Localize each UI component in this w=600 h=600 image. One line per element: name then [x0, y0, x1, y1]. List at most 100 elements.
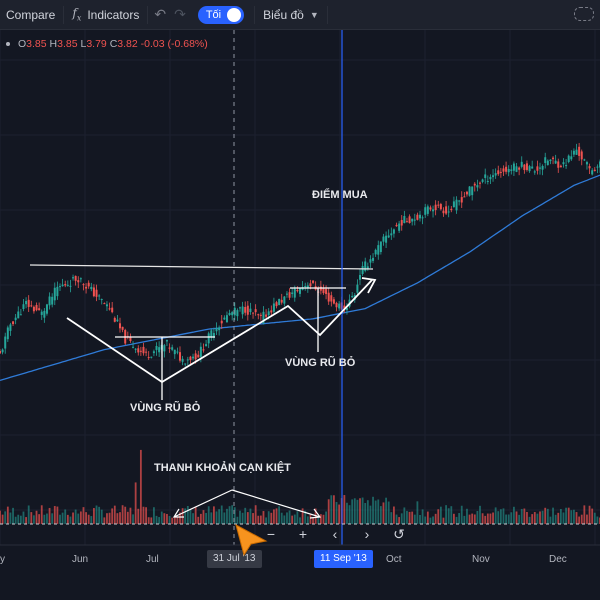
volume-bar	[56, 506, 59, 524]
theme-toggle[interactable]: Tối	[197, 5, 245, 24]
candle-body	[596, 166, 599, 168]
candle-body	[87, 282, 90, 287]
candle-body	[562, 162, 565, 165]
chart-type-dropdown[interactable]: Biểu đồ ▼	[257, 0, 325, 30]
arrow-right-head	[309, 508, 322, 519]
volume-bar	[596, 516, 599, 524]
close-value: 3.82	[117, 38, 138, 50]
volume-bar	[374, 500, 377, 524]
candle-body	[426, 206, 429, 214]
chevron-right-icon[interactable]: ›	[364, 526, 370, 542]
volume-bar	[554, 514, 557, 524]
chart-navigation: − + ‹ › ↺	[255, 523, 415, 545]
minus-icon[interactable]: −	[266, 526, 276, 542]
candle-body	[25, 300, 28, 305]
candle-body	[330, 295, 333, 302]
candle-body	[489, 176, 492, 180]
undo-icon[interactable]: ↶	[154, 6, 167, 22]
volume-bar	[419, 514, 421, 524]
volume-bar	[59, 514, 61, 524]
cursor-arrow-icon	[235, 524, 268, 557]
volume-bar	[518, 514, 521, 524]
low-label: L	[80, 38, 87, 50]
reset-icon[interactable]: ↺	[393, 525, 405, 542]
candle-body	[173, 349, 176, 355]
volume-bar	[207, 506, 210, 524]
volume-bar	[35, 510, 38, 524]
volume-bar	[364, 502, 367, 524]
candle-body	[69, 285, 72, 287]
volume-bar	[523, 508, 526, 524]
indicators-label: Indicators	[87, 7, 140, 22]
volume-bar	[278, 506, 281, 524]
candle-body	[113, 317, 116, 322]
candle-body	[244, 306, 247, 313]
volume-bar	[186, 505, 189, 524]
volume-bar	[520, 508, 523, 524]
plus-icon[interactable]: +	[298, 526, 308, 542]
volume-bar	[445, 505, 447, 524]
volume-bar	[236, 516, 239, 524]
candle-body	[432, 209, 435, 212]
candle-body	[567, 155, 570, 163]
volume-bar	[400, 513, 403, 524]
candle-body	[512, 163, 515, 171]
volume-bar	[544, 507, 547, 524]
candle-body	[231, 312, 234, 316]
cloud-icon[interactable]	[574, 7, 594, 21]
volume-bar	[387, 501, 390, 524]
volume-bar	[319, 514, 322, 524]
volume-bar	[575, 512, 578, 524]
candle-body	[518, 167, 521, 170]
volume-bar	[377, 499, 380, 524]
compare-button[interactable]: Compare	[0, 0, 61, 30]
candle-body	[280, 299, 283, 303]
candle-body	[19, 314, 22, 316]
candle-body	[119, 323, 121, 329]
candle-body	[291, 292, 294, 294]
volume-bar	[111, 508, 114, 524]
candle-body	[90, 286, 93, 290]
candle-body	[262, 311, 265, 324]
candle-body	[588, 166, 591, 169]
candle-body	[181, 358, 184, 362]
volume-bar	[385, 497, 387, 524]
candle-body	[447, 211, 450, 213]
candle-body	[98, 295, 101, 297]
candle-body	[233, 307, 236, 316]
volume-bar	[484, 515, 487, 524]
volume-bar	[476, 510, 479, 524]
candle-body	[121, 326, 124, 330]
volume-bar	[82, 507, 85, 524]
x-tick-label: Jun	[72, 554, 89, 565]
volume-bar	[51, 513, 54, 524]
chevron-down-icon: ▼	[309, 9, 319, 20]
candle-body	[296, 289, 299, 292]
high-label: H	[49, 38, 58, 50]
candle-body	[387, 235, 390, 238]
candle-body	[565, 165, 568, 167]
candle-body	[165, 339, 168, 342]
chevron-left-icon[interactable]: ‹	[332, 526, 338, 542]
candle-body	[421, 217, 424, 219]
close-label: C	[109, 38, 118, 50]
volume-bar	[69, 516, 72, 524]
volume-bar	[468, 514, 471, 524]
candle-body	[236, 310, 239, 317]
volume-bar	[379, 506, 382, 524]
volume-bar	[413, 514, 416, 524]
candle-body	[325, 288, 328, 294]
volume-bar	[241, 512, 244, 524]
candle-body	[0, 351, 1, 354]
volume-bar	[366, 500, 369, 524]
candle-body	[570, 156, 573, 160]
arrow-left-head	[172, 508, 184, 518]
volume-bar	[166, 513, 168, 524]
indicators-button[interactable]: fx Indicators	[66, 0, 145, 30]
compare-label: Compare	[6, 7, 56, 22]
candle-body	[398, 223, 401, 231]
redo-icon[interactable]: ↷	[174, 6, 186, 22]
candle-body	[390, 233, 393, 236]
candle-body	[405, 221, 408, 223]
